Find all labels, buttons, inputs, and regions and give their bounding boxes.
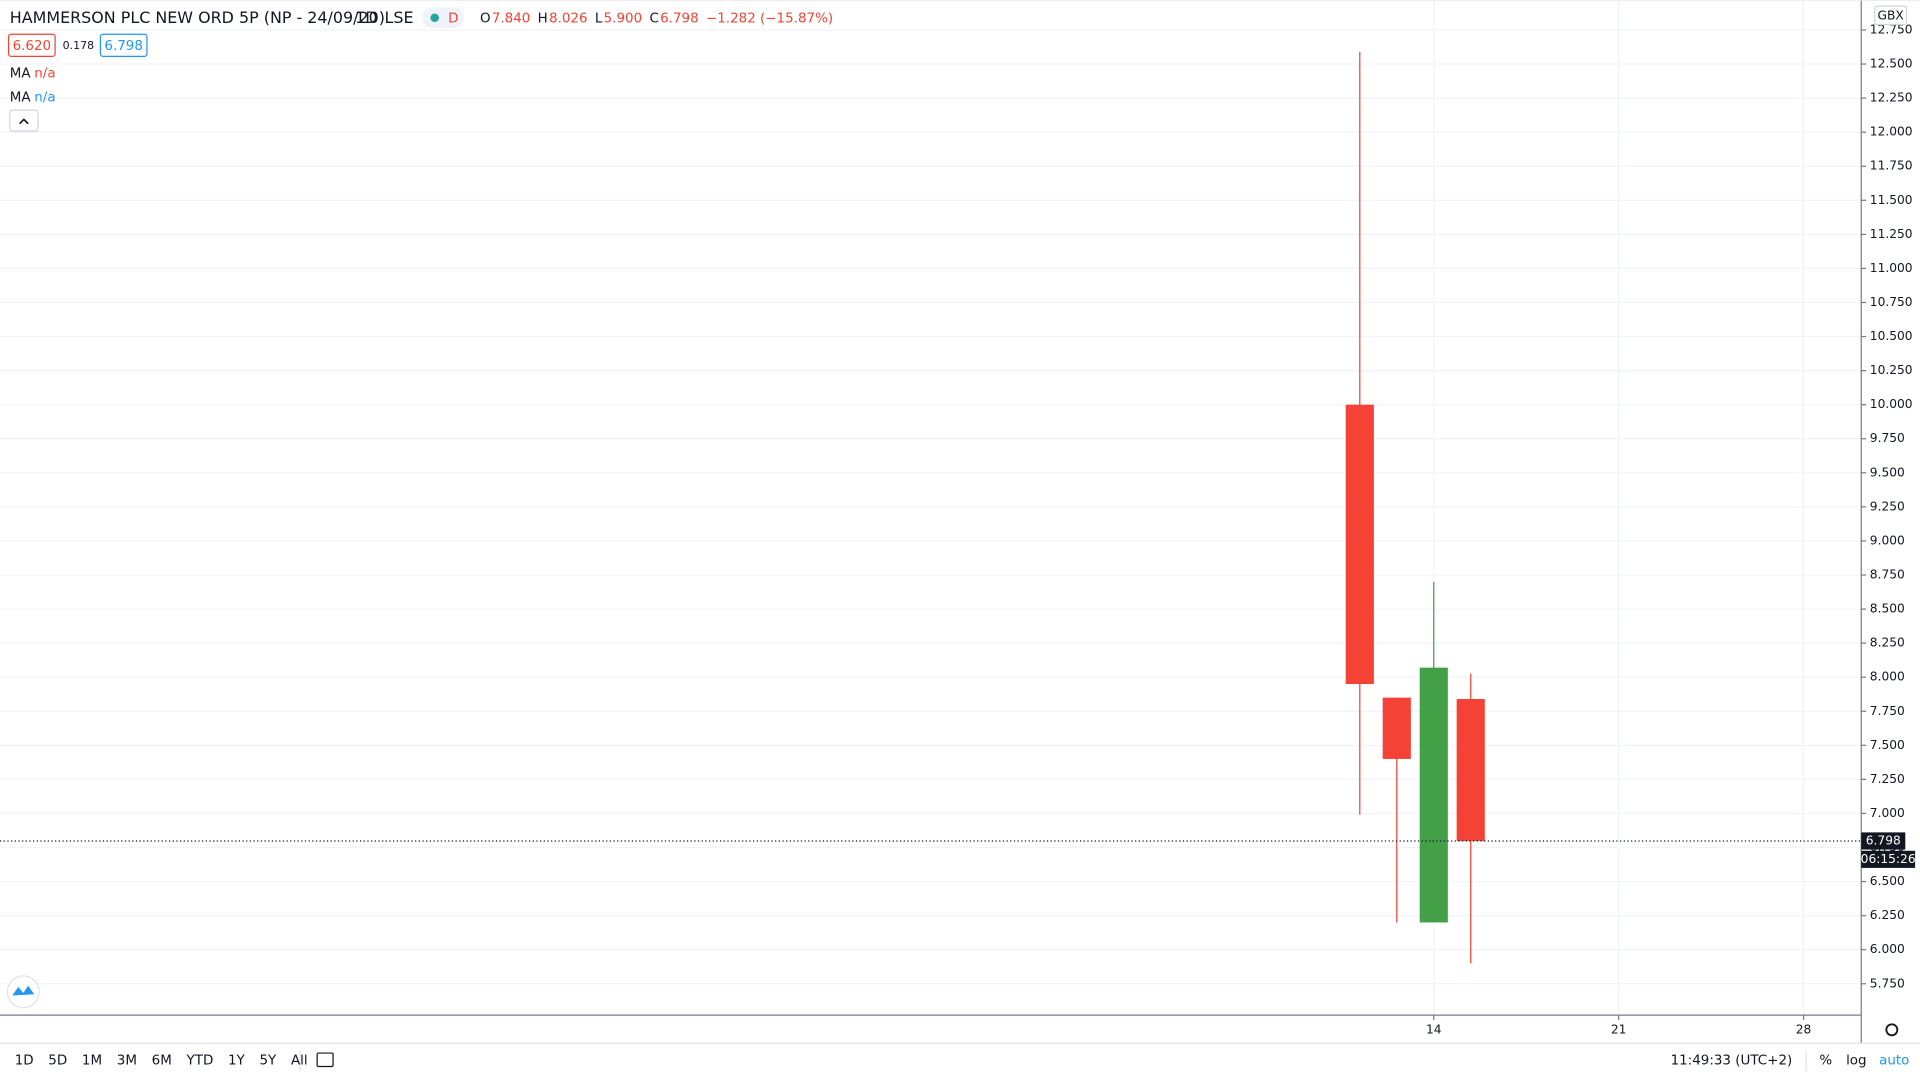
x-tick-label: 14 xyxy=(1426,1022,1442,1036)
y-tick-label: 9.750 xyxy=(1870,431,1905,445)
y-tick-label: 11.250 xyxy=(1870,227,1913,241)
collapse-icon xyxy=(19,118,29,125)
y-tick-label: 11.000 xyxy=(1870,261,1913,275)
bid: 6.620 xyxy=(13,39,52,54)
y-tick-label: 6.500 xyxy=(1870,874,1905,888)
range-button[interactable]: 1Y xyxy=(228,1053,246,1068)
y-tick-label: 9.250 xyxy=(1870,499,1905,513)
scale-button[interactable]: auto xyxy=(1879,1053,1909,1068)
y-tick-label: 11.750 xyxy=(1870,159,1913,173)
y-tick-label: 11.500 xyxy=(1870,193,1913,207)
y-tick-label: 10.250 xyxy=(1870,363,1913,377)
currency-box[interactable] xyxy=(1874,5,1908,26)
y-tick-label: 12.500 xyxy=(1870,57,1913,71)
grid: 5.7506.0006.2506.5006.7507.0007.2507.500… xyxy=(0,0,1913,1036)
interval: 1D xyxy=(355,8,377,27)
settings-button[interactable] xyxy=(1885,1023,1899,1037)
goto-date-button[interactable] xyxy=(316,1052,334,1068)
status-dot xyxy=(430,13,439,23)
indicator-value: n/a xyxy=(34,90,55,105)
y-tick-label: 7.000 xyxy=(1870,806,1905,820)
ask-box xyxy=(99,33,148,57)
indicator-name: MA xyxy=(10,90,32,105)
logo-button[interactable] xyxy=(6,975,40,1009)
x-tick-label: 21 xyxy=(1611,1022,1627,1036)
y-tick-label: 10.000 xyxy=(1870,397,1913,411)
currency: GBX xyxy=(1877,8,1903,22)
countdown-tag xyxy=(1861,850,1916,868)
candle-body xyxy=(1456,698,1485,841)
y-tick-label: 12.250 xyxy=(1870,91,1913,105)
ohlc: O 7.840 H 8.026 L 5.900 C 6.798 −1.282 (−15.87%) xyxy=(480,11,833,26)
range-button[interactable]: 5D xyxy=(48,1053,67,1068)
range-button[interactable]: 6M xyxy=(152,1053,172,1068)
exchange: LSE xyxy=(384,8,413,27)
y-tick-label: 10.500 xyxy=(1870,329,1913,343)
y-tick-label: 8.000 xyxy=(1870,670,1905,684)
range-button[interactable]: 5Y xyxy=(259,1053,277,1068)
range-button[interactable]: All xyxy=(291,1053,308,1068)
candle-body xyxy=(1382,697,1411,759)
candle-body xyxy=(1345,404,1374,685)
y-tick-label: 7.250 xyxy=(1870,772,1905,786)
y-tick-label: 5.750 xyxy=(1870,976,1905,990)
y-tick-label: 9.500 xyxy=(1870,465,1905,479)
y-tick-label: 12.000 xyxy=(1870,125,1913,139)
y-tick-label: 8.250 xyxy=(1870,636,1905,650)
mode-pill[interactable] xyxy=(422,7,465,29)
y-tick-label: 10.750 xyxy=(1870,295,1913,309)
y-tick-label: 7.500 xyxy=(1870,738,1905,752)
y-tick-label: 8.500 xyxy=(1870,602,1905,616)
last-price-tag xyxy=(1861,832,1906,850)
countdown: 06:15:26 xyxy=(1861,852,1916,866)
last-price: 6.798 xyxy=(1866,833,1901,847)
toolbar: 1D 5D 1M 3M 6M YTD 1Y 5Y All% log auto xyxy=(15,1053,1910,1068)
candle-body xyxy=(1419,667,1448,923)
y-tick-label: 12.750 xyxy=(1870,22,1913,36)
indicator-value: n/a xyxy=(34,66,55,81)
ohlc-label: L xyxy=(595,11,603,26)
scale-button[interactable]: % xyxy=(1819,1053,1832,1068)
symbol: HAMMERSON PLC NEW ORD 5P (NP - 24/09/20) xyxy=(10,8,385,27)
collapse-button[interactable] xyxy=(9,109,39,132)
bid-box xyxy=(7,33,56,57)
range-button[interactable]: YTD xyxy=(186,1053,214,1068)
scale-button[interactable]: log xyxy=(1846,1053,1867,1068)
change: −1.282 (−15.87%) xyxy=(706,11,833,26)
y-tick-label: 7.750 xyxy=(1870,704,1905,718)
candles xyxy=(1345,51,1485,964)
indicator-name: MA xyxy=(10,66,32,81)
y-tick-label: 8.750 xyxy=(1870,567,1905,581)
price-overlay: 6.798 06:15:26 xyxy=(0,832,1916,868)
mode: D xyxy=(448,11,458,26)
ohlc-value: 7.840 xyxy=(492,11,531,26)
logo-icon xyxy=(12,985,35,996)
indicators: MA n/aMA n/a xyxy=(10,66,56,105)
clock: 11:49:33 (UTC+2) xyxy=(1671,1053,1793,1068)
ohlc-label: H xyxy=(538,11,548,26)
spread: 0.178 xyxy=(63,39,95,52)
range-button[interactable]: 1D xyxy=(15,1053,34,1068)
ohlc-label: C xyxy=(649,11,658,26)
range-button[interactable]: 3M xyxy=(117,1053,137,1068)
y-tick-label: 6.250 xyxy=(1870,908,1905,922)
range-button[interactable]: 1M xyxy=(82,1053,102,1068)
y-tick-label: 6.000 xyxy=(1870,942,1905,956)
ohlc-value: 8.026 xyxy=(549,11,588,26)
ohlc-value: 6.798 xyxy=(660,11,699,26)
x-tick-label: 28 xyxy=(1796,1022,1812,1036)
y-tick-label: 9.000 xyxy=(1870,533,1905,547)
ohlc-value: 5.900 xyxy=(604,11,643,26)
ohlc-label: O xyxy=(480,11,491,26)
ask: 6.798 xyxy=(104,39,143,54)
